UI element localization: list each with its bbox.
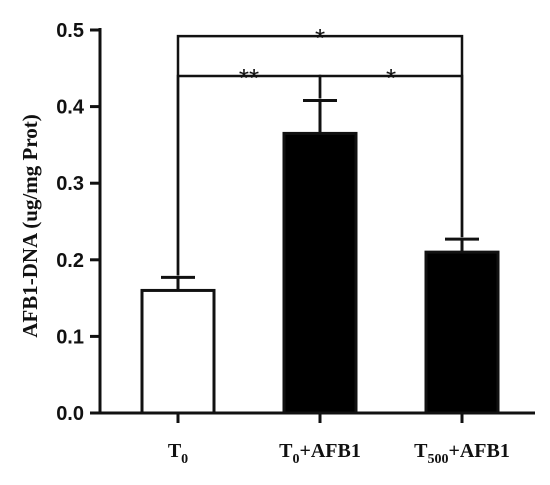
category-label-suffix: +AFB1 bbox=[448, 440, 509, 462]
y-tick-label: 0.1 bbox=[56, 326, 84, 348]
category-label: T0+AFB1 bbox=[279, 440, 361, 467]
significance-label: * bbox=[315, 23, 325, 53]
y-tick-label: 0.2 bbox=[56, 250, 84, 272]
category-label: T0 bbox=[168, 440, 188, 467]
y-axis-label: AFB1-DNA (ug/mg Prot) bbox=[18, 114, 42, 338]
y-tick-label: 0.3 bbox=[56, 173, 84, 195]
category-label: T500+AFB1 bbox=[414, 440, 510, 467]
bar bbox=[424, 250, 500, 415]
significance-bracket bbox=[318, 74, 464, 238]
category-label-subscript: 0 bbox=[292, 452, 299, 467]
category-label-subscript: 500 bbox=[427, 452, 448, 467]
y-tick-label: 0.5 bbox=[56, 20, 84, 42]
bars bbox=[140, 131, 500, 415]
category-label-suffix: +AFB1 bbox=[299, 440, 360, 462]
category-label-subscript: 0 bbox=[181, 452, 188, 467]
error-bars bbox=[161, 98, 479, 291]
category-label-main: T bbox=[168, 440, 182, 462]
category-labels: T0 T0+AFB1 T500+AFB1 bbox=[168, 413, 510, 467]
significance-brackets: *** * bbox=[176, 23, 464, 276]
bar bbox=[140, 288, 216, 415]
y-ticks: 0.0 0.1 0.2 0.3 0.4 0.5 bbox=[56, 20, 100, 425]
bar bbox=[282, 131, 358, 415]
y-tick-label: 0.0 bbox=[56, 403, 84, 425]
y-tick-label: 0.4 bbox=[56, 97, 85, 119]
category-label-main: T bbox=[279, 440, 293, 462]
significance-label: * bbox=[386, 63, 396, 93]
significance-label: ** bbox=[239, 63, 259, 93]
category-label-main: T bbox=[414, 440, 428, 462]
